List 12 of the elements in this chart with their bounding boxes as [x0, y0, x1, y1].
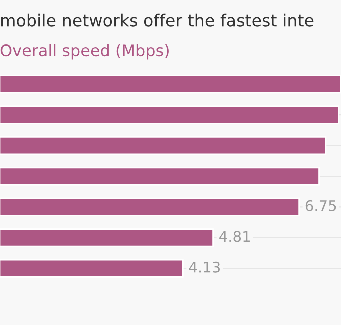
chart-subtitle: Overall speed (Mbps)	[0, 44, 169, 60]
data-label: 4.13	[189, 262, 220, 273]
bar	[0, 75, 341, 94]
bar	[0, 136, 327, 156]
data-label: 4.81	[220, 231, 250, 242]
bar	[0, 106, 340, 124]
bar	[0, 198, 300, 217]
data-label: 6.75	[306, 200, 336, 212]
bar	[0, 167, 320, 186]
chart-title: mobile networks offer the fastest inte	[2, 14, 314, 27]
bar	[0, 259, 184, 278]
bar	[0, 228, 214, 248]
